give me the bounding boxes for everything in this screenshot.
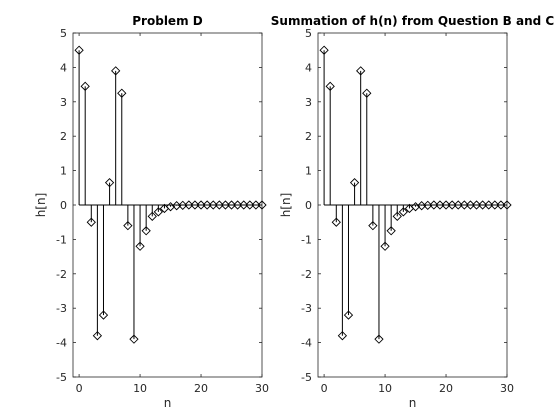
y-tick-label: 3: [60, 96, 67, 109]
y-tick-label: -4: [56, 337, 67, 350]
y-tick-label: 3: [305, 96, 312, 109]
stem-marker: [484, 200, 494, 210]
y-tick-label: -5: [56, 371, 67, 384]
y-tick-label: -2: [56, 268, 67, 281]
stem-marker: [74, 45, 84, 55]
stem-marker: [117, 88, 127, 98]
stem-marker: [111, 66, 121, 76]
stem-marker: [343, 310, 354, 320]
stem-marker: [202, 200, 212, 210]
stem-marker: [184, 200, 194, 210]
x-tick-label: 10: [378, 382, 392, 395]
stem-marker: [471, 200, 482, 210]
stem-marker: [349, 178, 360, 188]
x-tick-label: 0: [76, 382, 83, 395]
x-tick-label: 20: [439, 382, 453, 395]
stem-marker: [490, 200, 500, 210]
stem-marker: [239, 200, 249, 210]
stem-marker: [147, 211, 157, 221]
stem-marker: [380, 241, 390, 251]
stem-marker: [251, 200, 261, 210]
y-tick-label: 4: [305, 61, 312, 74]
stem-marker: [337, 331, 348, 341]
stem-marker: [325, 81, 335, 91]
stem-marker: [374, 334, 384, 344]
stem-marker: [86, 217, 96, 227]
stem-marker: [220, 200, 231, 210]
y-tick-label: -5: [301, 371, 312, 384]
stem-marker: [477, 200, 488, 210]
stem-marker: [386, 226, 396, 236]
stem-marker: [392, 211, 402, 221]
y-tick-label: 0: [60, 199, 67, 212]
stem-marker: [190, 200, 200, 210]
stem-marker: [435, 200, 445, 210]
chart-title: Summation of h(n) from Question B and C: [271, 14, 555, 28]
stem-marker: [441, 200, 451, 210]
x-axis-label: n: [409, 396, 417, 410]
stem-marker: [245, 200, 255, 210]
stem-marker: [214, 200, 224, 210]
y-tick-label: 1: [60, 165, 67, 178]
stem-marker: [502, 200, 512, 210]
stem-marker: [123, 221, 133, 231]
y-axis-label: h[n]: [34, 193, 48, 218]
stem-marker: [319, 45, 329, 55]
stem-marker: [362, 88, 372, 98]
stem-marker: [496, 200, 506, 210]
y-tick-label: 5: [60, 27, 67, 40]
subplot-problem-d: -5 -4 -3 -2 -1 0 1 2 3 4 5 0 10 20 30 Problem D n h[n]: [34, 14, 269, 410]
y-tick-label: -1: [56, 233, 67, 246]
y-tick-label: 0: [305, 199, 312, 212]
y-tick-label: 1: [305, 165, 312, 178]
x-axis-label: n: [164, 396, 172, 410]
y-axis-label: h[n]: [279, 193, 293, 218]
stem-marker: [356, 66, 366, 76]
stem-marker: [465, 200, 476, 210]
stem-marker: [331, 217, 341, 227]
y-tick-label: 5: [305, 27, 312, 40]
stem-marker: [447, 200, 457, 210]
y-tick-label: -4: [301, 337, 312, 350]
stem-marker: [92, 331, 103, 341]
stem-marker: [368, 221, 378, 231]
stem-marker: [257, 200, 267, 210]
subplot-summation: -5 -4 -3 -2 -1 0 1 2 3 4 5 0 10 20 30 Summation of h(n)…: [271, 14, 555, 410]
stem-marker: [459, 200, 469, 210]
chart-title: Problem D: [132, 14, 202, 28]
x-tick-label: 30: [255, 382, 269, 395]
y-tick-label: 4: [60, 61, 67, 74]
y-tick-label: -2: [301, 268, 312, 281]
stem-marker: [80, 81, 90, 91]
stem-marker: [226, 200, 237, 210]
y-tick-label: -3: [301, 302, 312, 315]
stem-marker: [398, 207, 408, 217]
y-tick-label: -3: [56, 302, 67, 315]
x-tick-label: 20: [194, 382, 208, 395]
x-tick-label: 0: [321, 382, 328, 395]
stem-marker: [104, 178, 115, 188]
stem-marker: [196, 200, 206, 210]
y-tick-label: 2: [305, 130, 312, 143]
stem-marker: [208, 200, 218, 210]
stem-marker: [232, 200, 243, 210]
stem-marker: [153, 207, 163, 217]
x-tick-label: 10: [133, 382, 147, 395]
x-tick-label: 30: [500, 382, 514, 395]
stem-marker: [98, 310, 109, 320]
stem-marker: [135, 241, 145, 251]
stem-marker: [129, 334, 139, 344]
stem-marker: [141, 226, 151, 236]
stem-marker: [429, 200, 439, 210]
y-tick-label: 2: [60, 130, 67, 143]
y-tick-label: -1: [301, 233, 312, 246]
stem-marker: [453, 200, 463, 210]
